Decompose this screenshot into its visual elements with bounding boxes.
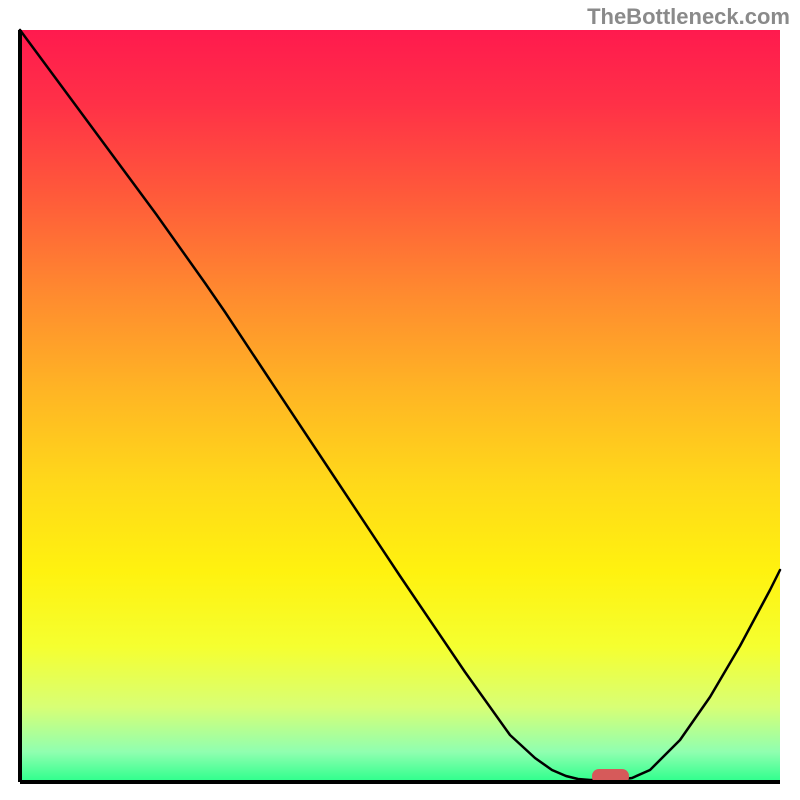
gradient-background [20,30,780,782]
watermark-text: TheBottleneck.com [587,4,790,30]
chart-container: TheBottleneck.com [0,0,800,800]
bottleneck-chart [0,0,800,800]
